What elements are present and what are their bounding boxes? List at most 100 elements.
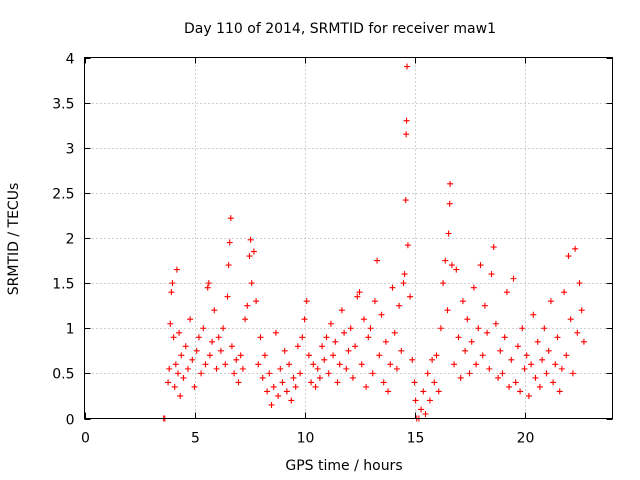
data-point	[412, 397, 419, 404]
x-tick-label: 20	[517, 431, 535, 447]
data-point	[402, 197, 409, 204]
data-point	[170, 334, 177, 341]
data-point	[371, 298, 378, 305]
y-tick-labels: 0 0.5 1 1.5 2 2.5 3 3.5 4	[52, 52, 74, 429]
data-point	[332, 338, 339, 345]
data-point	[209, 338, 216, 345]
data-point	[189, 356, 196, 363]
data-point	[334, 379, 341, 386]
data-point	[444, 307, 451, 314]
chart-title: Day 110 of 2014, SRMTID for receiver maw…	[184, 21, 496, 37]
data-point	[171, 383, 178, 390]
data-point	[468, 338, 475, 345]
data-point	[445, 230, 452, 237]
data-point	[404, 63, 411, 70]
data-point	[418, 406, 425, 413]
data-point	[442, 257, 449, 264]
data-point	[422, 410, 429, 417]
data-point	[409, 356, 416, 363]
data-point	[574, 329, 581, 336]
data-point	[217, 347, 224, 354]
data-point	[561, 289, 568, 296]
data-point	[517, 388, 524, 395]
data-point	[272, 329, 279, 336]
data-point	[352, 343, 359, 350]
data-point	[301, 316, 308, 323]
data-point	[308, 379, 315, 386]
data-point	[576, 280, 583, 287]
x-tick-label: 0	[81, 431, 90, 447]
data-point	[563, 352, 570, 359]
y-tick-label: 2.5	[52, 187, 74, 203]
data-point	[173, 266, 180, 273]
data-point	[433, 352, 440, 359]
data-point	[165, 379, 172, 386]
y-tick-label: 0	[66, 413, 75, 429]
data-point	[525, 392, 532, 399]
data-point	[312, 383, 319, 390]
data-point	[534, 338, 541, 345]
data-point	[420, 388, 427, 395]
data-point	[464, 316, 471, 323]
data-point	[510, 275, 517, 282]
data-point	[411, 379, 418, 386]
data-point	[556, 388, 563, 395]
data-point	[255, 361, 262, 368]
data-point	[539, 356, 546, 363]
y-tick-label: 3.5	[52, 97, 74, 113]
data-point	[475, 325, 482, 332]
data-point	[380, 379, 387, 386]
data-point	[479, 352, 486, 359]
data-point	[523, 352, 530, 359]
data-point	[382, 338, 389, 345]
data-point	[182, 343, 189, 350]
data-point	[225, 262, 232, 269]
data-point	[167, 320, 174, 327]
data-point	[279, 379, 286, 386]
data-point	[536, 383, 543, 390]
data-point	[168, 289, 175, 296]
data-point	[506, 383, 513, 390]
data-point	[259, 374, 266, 381]
data-point	[191, 383, 198, 390]
data-point	[389, 284, 396, 291]
data-point	[215, 334, 222, 341]
data-point	[275, 392, 282, 399]
data-point	[166, 365, 173, 372]
data-point	[290, 374, 297, 381]
data-point	[530, 311, 537, 318]
data-point	[481, 302, 488, 309]
x-axis-label: GPS time / hours	[285, 458, 402, 474]
data-point	[266, 370, 273, 377]
data-point	[193, 347, 200, 354]
data-point	[233, 356, 240, 363]
data-point	[545, 347, 552, 354]
data-point	[385, 388, 392, 395]
data-point	[580, 338, 587, 345]
data-point	[431, 379, 438, 386]
data-point	[499, 370, 506, 377]
data-point	[376, 352, 383, 359]
data-point	[470, 284, 477, 291]
data-point	[187, 316, 194, 323]
data-point	[387, 361, 394, 368]
data-point	[281, 347, 288, 354]
data-point	[228, 343, 235, 350]
data-point	[202, 361, 209, 368]
data-point	[569, 370, 576, 377]
data-point	[270, 383, 277, 390]
data-point	[501, 334, 508, 341]
data-point	[180, 374, 187, 381]
data-point	[558, 365, 565, 372]
data-point	[462, 347, 469, 354]
data-point	[391, 329, 398, 336]
data-point	[286, 361, 293, 368]
data-point	[490, 244, 497, 251]
data-point	[550, 379, 557, 386]
data-point	[349, 374, 356, 381]
data-point	[365, 334, 372, 341]
data-point	[403, 131, 410, 138]
data-point	[503, 289, 510, 296]
data-point	[257, 334, 264, 341]
data-point	[205, 280, 212, 287]
